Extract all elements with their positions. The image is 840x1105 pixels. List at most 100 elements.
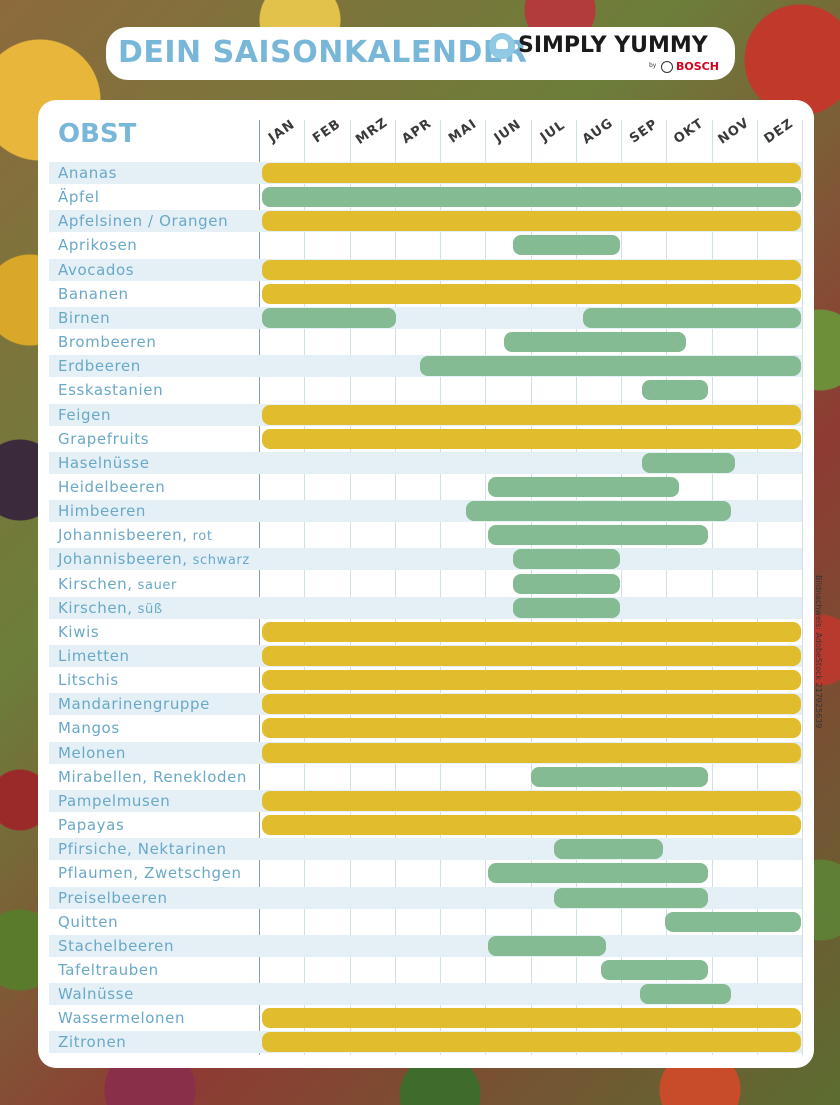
month-label-jan: JAN <box>265 117 298 146</box>
fruit-name: Walnüsse <box>58 985 134 1004</box>
page-title: DEIN SAISONKALENDER <box>118 35 528 70</box>
season-calendar-card: OBST JAN FEB MRZ APR MAI JUN JUL AUG SEP OKT NOV DE… <box>38 100 814 1068</box>
fruit-label: Papayas <box>58 814 124 836</box>
fruit-name: Litschis <box>58 671 119 690</box>
grid-column-line <box>349 120 351 1055</box>
table-row: Pampelmusen <box>49 789 802 812</box>
season-bar <box>262 742 801 763</box>
season-bar <box>262 646 801 666</box>
season-bar <box>639 984 731 1005</box>
chef-hat-icon <box>489 33 515 59</box>
fruit-name: Birnen <box>58 308 111 327</box>
fruit-name: Avocados <box>58 260 135 279</box>
season-bar <box>262 211 801 232</box>
table-row: Kirschen, süß <box>49 596 802 619</box>
table-row: Pflaumen, Zwetschgen <box>49 862 802 884</box>
table-row: Wassermelonen <box>49 1007 802 1029</box>
fruit-name: Mirabellen, Renekloden <box>58 767 248 786</box>
fruit-name: Preiselbeeren <box>58 888 168 907</box>
header-banner: DEIN SAISONKALENDER SIMPLY YUMMY by BOSC… <box>106 27 735 80</box>
table-row: Kiwis <box>49 621 802 643</box>
season-bar <box>262 259 801 280</box>
season-bar <box>583 307 801 328</box>
bosch-logo-icon <box>661 61 673 73</box>
fruit-name: Tafeltrauben <box>58 960 159 979</box>
fruit-label: Litschis <box>58 669 119 691</box>
fruit-variety-note: süß <box>137 601 163 617</box>
fruit-label: Erdbeeren <box>58 355 141 377</box>
grid-column-line <box>621 120 622 1055</box>
fruit-name: Pfirsiche, Nektarinen <box>58 840 227 859</box>
fruit-label: Mangos <box>58 717 120 739</box>
image-credit: Bildnachweis: AdobeStock 217925639 <box>814 575 823 729</box>
month-label-sep: SEP <box>626 116 661 147</box>
table-row: Mandarinengruppe <box>49 693 802 716</box>
fruit-label: Avocados <box>58 259 134 281</box>
table-row: Ananas <box>49 162 802 184</box>
fruit-label: Grapefruits <box>58 428 149 450</box>
fruit-name: Kirschen, <box>58 598 133 617</box>
fruit-variety-note: rot <box>192 529 213 545</box>
season-bar <box>262 670 801 691</box>
fruit-label: Zitronen <box>58 1031 126 1053</box>
fruit-label: Kiwis <box>58 621 99 643</box>
season-bar <box>488 525 709 546</box>
table-row: Mangos <box>49 717 802 739</box>
table-row: Kirschen, sauer <box>49 573 802 595</box>
season-bar <box>262 428 801 449</box>
fruit-name: Quitten <box>58 912 119 931</box>
season-bar <box>488 863 709 884</box>
fruit-label: Äpfel <box>58 186 99 208</box>
fruit-variety-note: schwarz <box>192 553 250 569</box>
table-row: Heidelbeeren <box>49 476 802 498</box>
grid-column-line <box>440 120 441 1055</box>
fruit-label: Pflaumen, Zwetschgen <box>58 862 242 884</box>
table-row: Preiselbeeren <box>49 886 802 909</box>
table-row: Grapefruits <box>49 428 802 450</box>
table-row: Aprikosen <box>49 234 802 256</box>
season-bar <box>642 380 709 401</box>
fruit-name: Heidelbeeren <box>58 477 166 496</box>
fruit-label: Haselnüsse <box>58 452 150 474</box>
table-row: Johannisbeeren, rot <box>49 524 802 546</box>
fruit-name: Melonen <box>58 743 126 762</box>
month-label-mrz: MRZ <box>353 115 391 148</box>
season-bar <box>504 332 686 353</box>
season-bar <box>262 1032 801 1053</box>
table-row: Birnen <box>49 306 802 329</box>
table-row: Avocados <box>49 258 802 281</box>
season-bar <box>262 815 801 836</box>
fruit-label: Tafeltrauben <box>58 959 159 981</box>
season-bar <box>262 163 801 183</box>
fruit-name: Feigen <box>58 405 112 424</box>
fruit-name: Papayas <box>58 816 125 835</box>
season-bar <box>262 404 801 425</box>
month-label-okt: OKT <box>671 115 707 148</box>
table-row: Walnüsse <box>49 983 802 1006</box>
fruit-label: Mandarinengruppe <box>58 693 210 715</box>
table-row: Quitten <box>49 911 802 933</box>
fruit-name: Haselnüsse <box>58 453 150 472</box>
fruit-label: Johannisbeeren, schwarz <box>58 548 250 572</box>
table-row: Bananen <box>49 283 802 305</box>
fruit-name: Aprikosen <box>58 236 138 255</box>
season-bar <box>262 621 801 642</box>
season-bar <box>488 476 679 497</box>
fruit-name: Johannisbeeren, <box>58 550 188 569</box>
fruit-label: Kirschen, sauer <box>58 573 177 597</box>
fruit-name: Johannisbeeren, <box>58 526 188 545</box>
table-row: Esskastanien <box>49 379 802 401</box>
table-row: Äpfel <box>49 186 802 208</box>
fruit-label: Aprikosen <box>58 234 137 256</box>
season-bar <box>513 549 620 570</box>
brand-by-text: by <box>649 62 657 69</box>
fruit-name: Zitronen <box>58 1033 127 1052</box>
season-bar <box>465 501 731 522</box>
fruit-label: Apfelsinen / Orangen <box>58 210 228 232</box>
fruit-name: Erdbeeren <box>58 357 141 376</box>
fruit-label: Quitten <box>58 911 118 933</box>
fruit-name: Grapefruits <box>58 429 150 448</box>
table-row: Limetten <box>49 645 802 667</box>
season-bar <box>642 452 736 473</box>
fruit-name: Kiwis <box>58 622 100 641</box>
